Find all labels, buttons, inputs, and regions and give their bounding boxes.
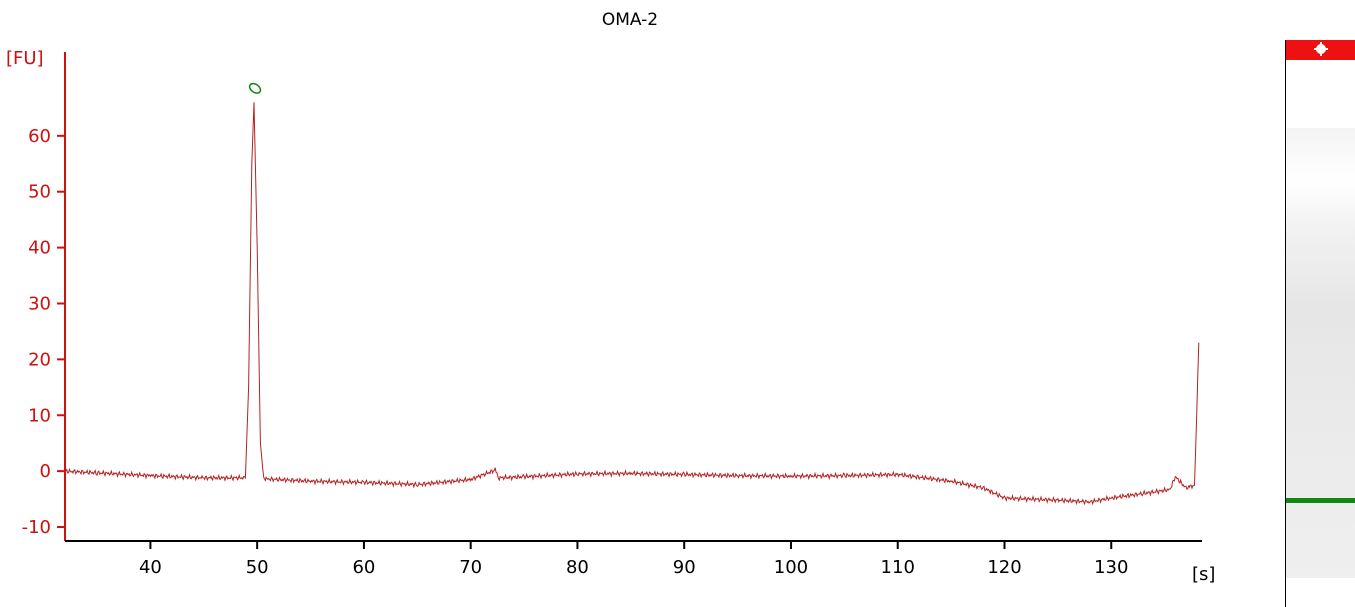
y-axis-unit-label: [FU] bbox=[6, 48, 44, 69]
gel-marker-band bbox=[1286, 40, 1355, 60]
electropherogram-chart: -10 0 10 20 30 40 50 60 40 50 60 70 80 90 100 110 120 13… bbox=[6, 48, 1215, 585]
series-line-0 bbox=[64, 102, 1200, 506]
x-tick-label: 110 bbox=[881, 557, 915, 578]
y-tick-label: -10 bbox=[22, 517, 51, 538]
y-tick-label: 50 bbox=[28, 182, 51, 203]
chart-title: OMA-2 bbox=[601, 10, 659, 30]
x-tick-label: 100 bbox=[774, 557, 808, 578]
x-tick-label: 60 bbox=[352, 557, 375, 578]
x-tick-label: 70 bbox=[459, 557, 482, 578]
gel-sample-band bbox=[1286, 498, 1355, 503]
y-tick-label: 60 bbox=[28, 126, 51, 147]
x-tick-label: 90 bbox=[673, 557, 696, 578]
y-tick-label: 40 bbox=[28, 238, 51, 259]
x-tick-label: 130 bbox=[1094, 557, 1128, 578]
x-axis: 40 50 60 70 80 90 100 110 120 130 bbox=[65, 540, 1202, 578]
y-tick-label: 20 bbox=[28, 349, 51, 370]
y-tick-label: 30 bbox=[28, 293, 51, 314]
gel-image-lane bbox=[1285, 40, 1355, 607]
y-tick-label: 10 bbox=[28, 405, 51, 426]
x-tick-label: 120 bbox=[987, 557, 1021, 578]
x-tick-label: 50 bbox=[246, 557, 269, 578]
gear-icon bbox=[1314, 42, 1328, 56]
gel-smear bbox=[1286, 128, 1355, 578]
y-axis: -10 0 10 20 30 40 50 60 bbox=[22, 52, 66, 541]
y-tick-label: 0 bbox=[40, 461, 51, 482]
x-tick-label: 40 bbox=[139, 557, 162, 578]
x-tick-label: 80 bbox=[566, 557, 589, 578]
x-axis-unit-label: [s] bbox=[1192, 564, 1215, 585]
peak-marker bbox=[248, 82, 262, 94]
plot-area bbox=[64, 82, 1200, 506]
